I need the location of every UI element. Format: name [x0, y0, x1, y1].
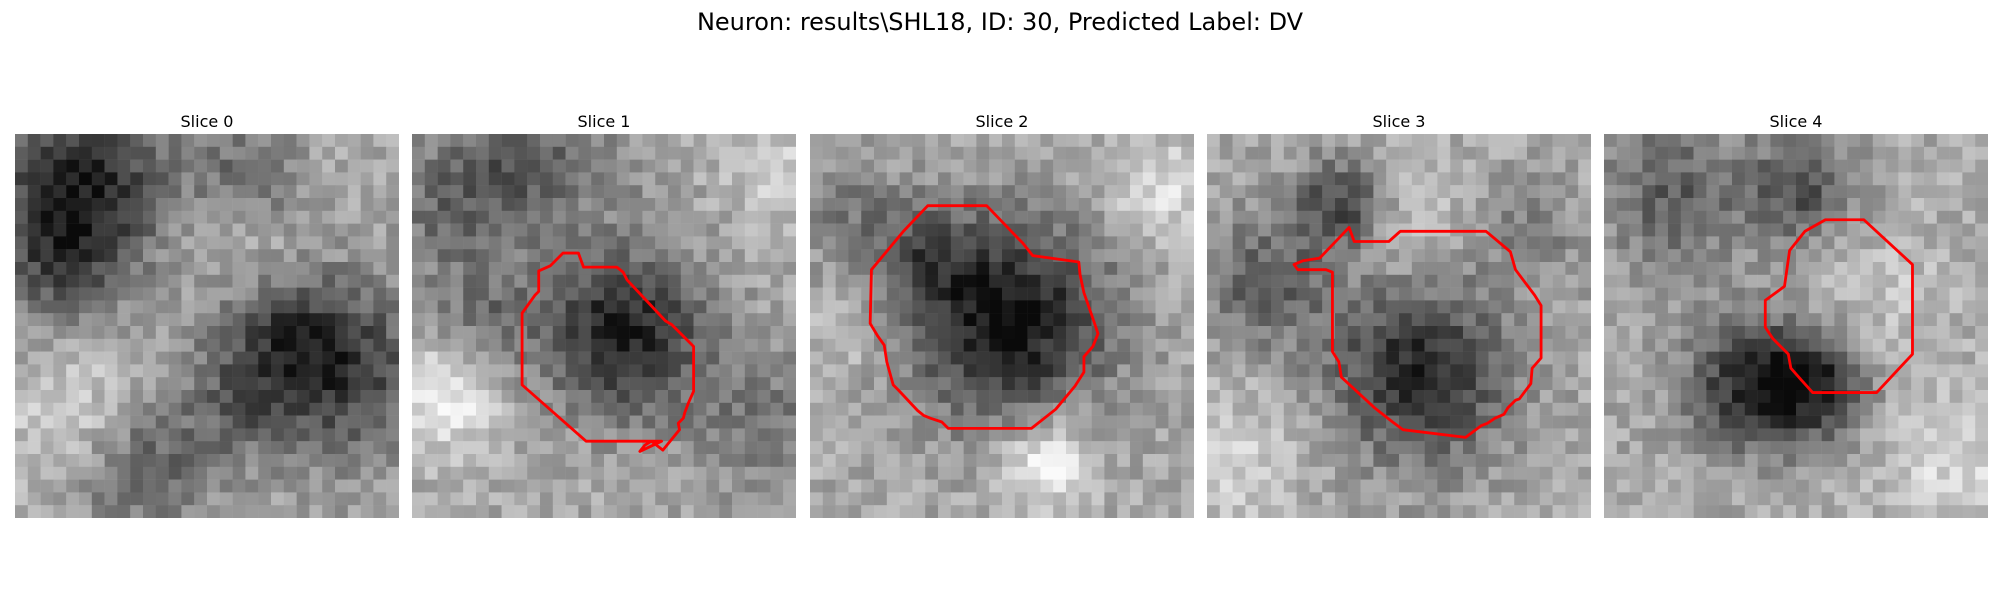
grayscale-pixels [810, 134, 1194, 518]
slice-title-3: Slice 3 [1372, 112, 1426, 131]
slice-image-3 [1207, 134, 1591, 518]
roi-contour [520, 251, 696, 453]
grayscale-pixels [15, 134, 399, 518]
slice-panel-4: Slice 4 [1604, 112, 1988, 518]
slice-panel-0: Slice 0 [15, 112, 399, 518]
slice-title-1: Slice 1 [577, 112, 631, 131]
roi-contour [1292, 226, 1543, 439]
slice-panel-1: Slice 1 [412, 112, 796, 518]
grayscale-pixels [1207, 134, 1591, 518]
slice-image-4 [1604, 134, 1988, 518]
slice-image-0 [15, 134, 399, 518]
figure-title: Neuron: results\SHL18, ID: 30, Predicted… [696, 8, 1304, 36]
slice-title-2: Slice 2 [975, 112, 1029, 131]
slice-title-0: Slice 0 [180, 112, 234, 131]
slice-image-2 [810, 134, 1194, 518]
slice-panel-3: Slice 3 [1207, 112, 1591, 518]
grayscale-pixels [412, 134, 796, 518]
roi-contour [868, 204, 1100, 430]
slice-title-4: Slice 4 [1769, 112, 1823, 131]
roi-contour [1763, 218, 1914, 394]
grayscale-pixels [1604, 134, 1988, 518]
slice-panel-2: Slice 2 [810, 112, 1194, 518]
slice-image-1 [412, 134, 796, 518]
